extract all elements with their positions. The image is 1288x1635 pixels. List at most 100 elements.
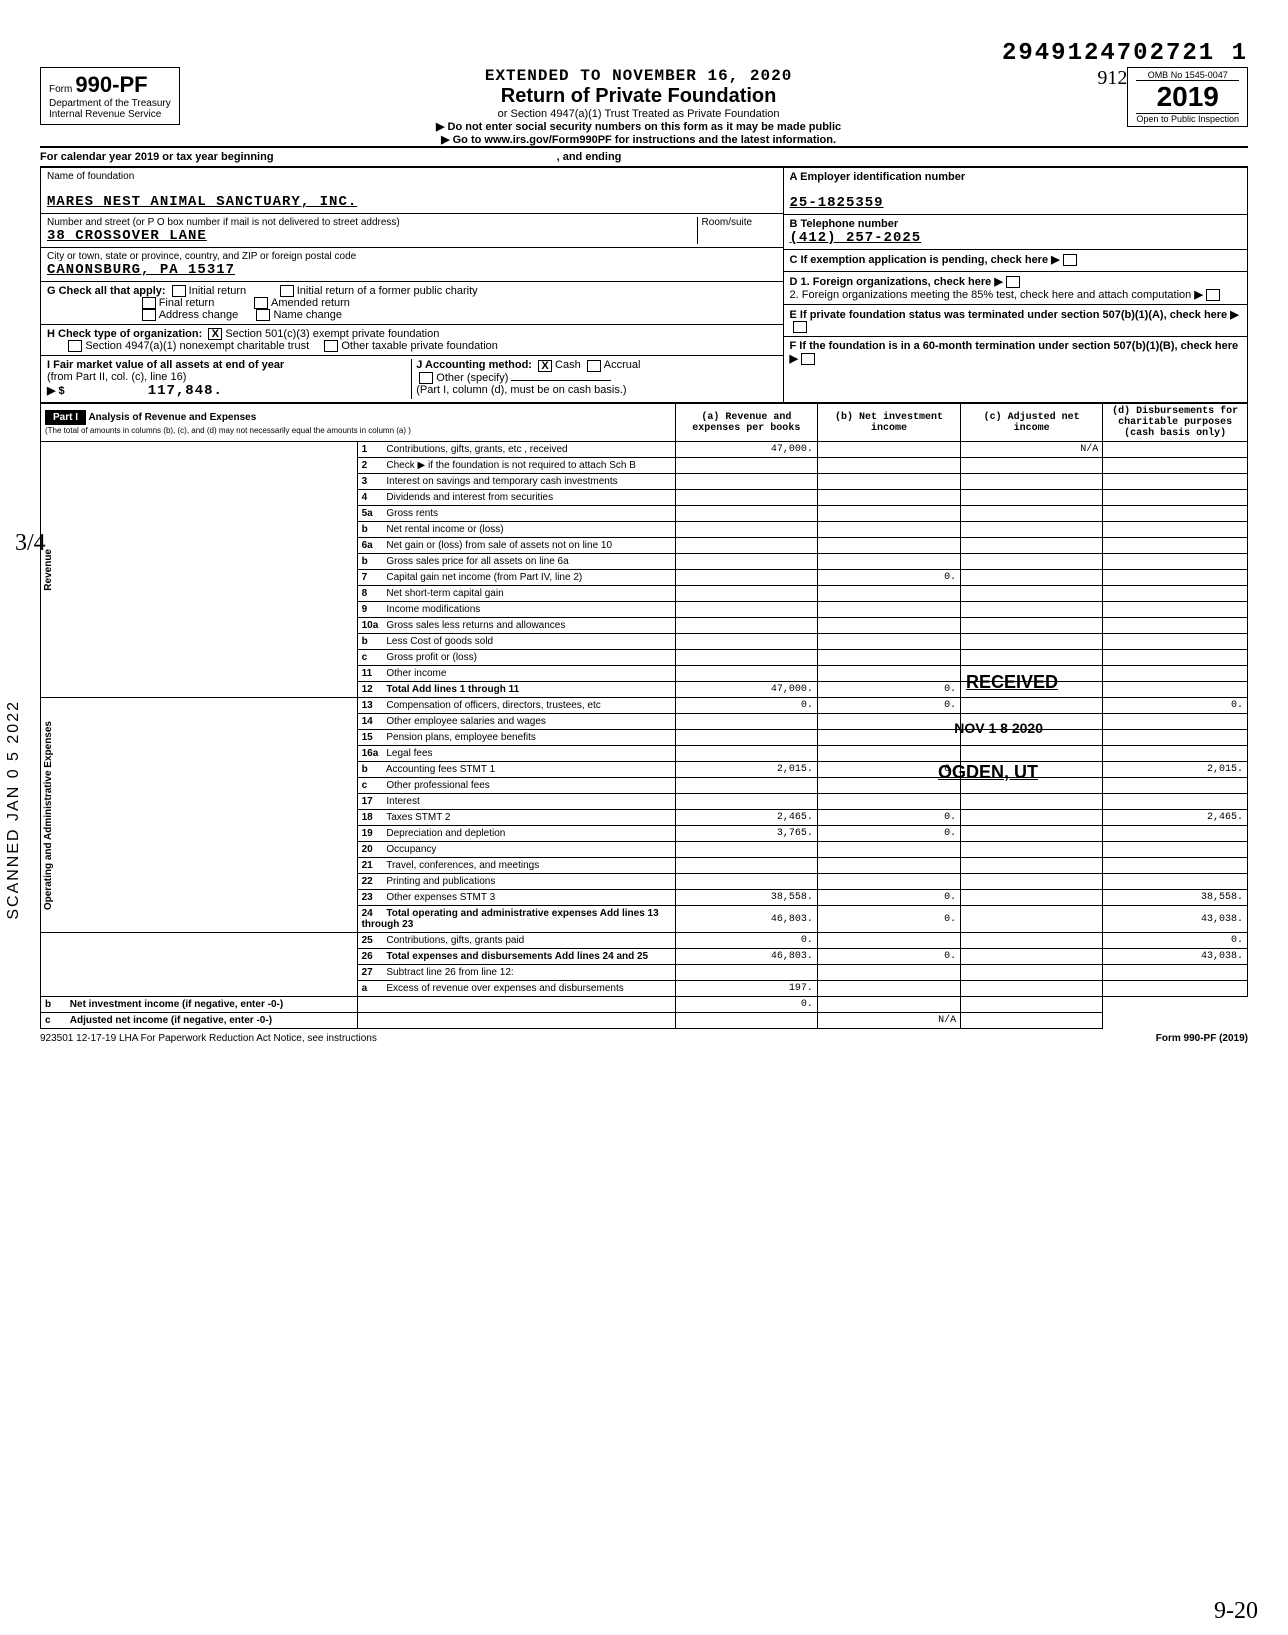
cell-d (1103, 506, 1248, 522)
cell-d (1103, 650, 1248, 666)
cell-a: 2,015. (675, 762, 817, 778)
cell-a (675, 650, 817, 666)
row-label: b Net investment income (if negative, en… (41, 997, 358, 1013)
i-value: 117,848. (148, 383, 223, 399)
cell-d: 2,465. (1103, 810, 1248, 826)
row-label: 9 Income modifications (357, 602, 675, 618)
and-ending: , and ending (557, 151, 622, 163)
city-label: City or town, state or province, country… (47, 251, 777, 262)
blank-side (41, 933, 358, 997)
cell-a (675, 714, 817, 730)
checkbox-c[interactable] (1063, 254, 1077, 266)
checkbox-initial-former[interactable] (280, 285, 294, 297)
row-label: c Gross profit or (loss) (357, 650, 675, 666)
cell-d (1103, 586, 1248, 602)
e-label: E If private foundation status was termi… (790, 309, 1228, 321)
cell-c (961, 746, 1103, 762)
cell-c (961, 570, 1103, 586)
c-cell: C If exemption application is pending, c… (784, 250, 1247, 272)
col-c-header: (c) Adjusted net income (961, 404, 1103, 442)
checkbox-e[interactable] (793, 321, 807, 333)
cell-c (961, 890, 1103, 906)
row-label: 20 Occupancy (357, 842, 675, 858)
cell-a: 0. (675, 933, 817, 949)
j-label: J Accounting method: (416, 359, 532, 371)
cell-d (1103, 666, 1248, 682)
cell-d (1103, 981, 1248, 997)
h-4947: Section 4947(a)(1) nonexempt charitable … (85, 340, 309, 352)
subtitle: or Section 4947(a)(1) Trust Treated as P… (180, 108, 1098, 120)
cell-c (961, 981, 1103, 997)
city-cell: City or town, state or province, country… (41, 248, 783, 282)
cell-d (1103, 634, 1248, 650)
cell-a (357, 1013, 675, 1029)
checkbox-initial[interactable] (172, 285, 186, 297)
year-box: OMB No 1545-0047 2019 Open to Public Ins… (1127, 67, 1248, 127)
cell-c (961, 933, 1103, 949)
checkbox-final[interactable] (142, 297, 156, 309)
cell-d (1103, 794, 1248, 810)
foundation-name: MARES NEST ANIMAL SANCTUARY, INC. (47, 194, 777, 210)
col-d-header: (d) Disbursements for charitable purpose… (1103, 404, 1248, 442)
col-a-header: (a) Revenue and expenses per books (675, 404, 817, 442)
row-label: c Adjusted net income (if negative, ente… (41, 1013, 358, 1029)
cell-b (817, 634, 960, 650)
row-label: 5a Gross rents (357, 506, 675, 522)
info-grid: Name of foundation MARES NEST ANIMAL SAN… (40, 167, 1248, 403)
checkbox-4947[interactable] (68, 340, 82, 352)
checkbox-other-tax[interactable] (324, 340, 338, 352)
cell-b (817, 842, 960, 858)
table-row: Revenue1 Contributions, gifts, grants, e… (41, 442, 1248, 458)
cell-a (675, 602, 817, 618)
row-label: b Accounting fees STMT 1 (357, 762, 675, 778)
row-label: 12 Total Add lines 1 through 11 (357, 682, 675, 698)
checkbox-d2[interactable] (1206, 289, 1220, 301)
cell-a (675, 874, 817, 890)
checkbox-name[interactable] (256, 309, 270, 321)
cell-b (817, 458, 960, 474)
cell-d (1103, 490, 1248, 506)
cell-d (1103, 746, 1248, 762)
initial-former: Initial return of a former public charit… (297, 285, 478, 297)
row-label: 24 Total operating and administrative ex… (357, 906, 675, 933)
checkbox-other-method[interactable] (419, 372, 433, 384)
footer: 923501 12-17-19 LHA For Paperwork Reduct… (40, 1029, 1248, 1044)
checkbox-501c3[interactable]: X (208, 328, 222, 340)
b-label: B Telephone number (790, 218, 1241, 230)
cell-d: 2,015. (1103, 762, 1248, 778)
checkbox-address[interactable] (142, 309, 156, 321)
form-number: 990-PF (75, 72, 147, 97)
cell-c (961, 826, 1103, 842)
cell-d (961, 997, 1103, 1013)
row-label: 19 Depreciation and depletion (357, 826, 675, 842)
row-label: b Net rental income or (loss) (357, 522, 675, 538)
table-row: Operating and Administrative Expenses13 … (41, 698, 1248, 714)
main-title: Return of Private Foundation (180, 85, 1098, 108)
address-cell: Number and street (or P O box number if … (41, 214, 783, 248)
cell-c (961, 906, 1103, 933)
checkbox-f[interactable] (801, 353, 815, 365)
e-cell: E If private foundation status was termi… (784, 305, 1247, 337)
cell-c: N/A (961, 442, 1103, 458)
cell-c (961, 842, 1103, 858)
dept-treasury: Department of the Treasury (49, 98, 171, 109)
cell-d: 0. (1103, 698, 1248, 714)
col-b-header: (b) Net investment income (817, 404, 960, 442)
footer-right: Form 990-PF (2019) (1156, 1033, 1248, 1044)
cell-d (1103, 730, 1248, 746)
cell-b: 0. (817, 698, 960, 714)
cell-d (1103, 858, 1248, 874)
instruction-1: ▶ Do not enter social security numbers o… (180, 120, 1098, 133)
cell-d (1103, 842, 1248, 858)
row-label: 18 Taxes STMT 2 (357, 810, 675, 826)
checkbox-cash[interactable]: X (538, 360, 552, 372)
checkbox-d1[interactable] (1006, 276, 1020, 288)
cell-d (1103, 474, 1248, 490)
checkbox-accrual[interactable] (587, 360, 601, 372)
checkbox-amended[interactable] (254, 297, 268, 309)
row-label: c Other professional fees (357, 778, 675, 794)
i-label: I Fair market value of all assets at end… (47, 359, 284, 371)
stamp-date: NOV 1 8 2020 (954, 720, 1043, 736)
table-row: c Adjusted net income (if negative, ente… (41, 1013, 1248, 1029)
cell-c (961, 618, 1103, 634)
